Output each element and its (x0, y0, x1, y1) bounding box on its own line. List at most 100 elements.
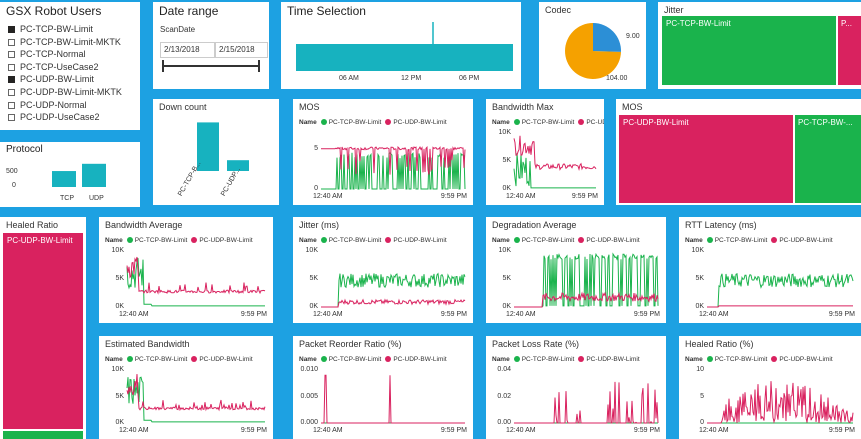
legend-name-label: Name (492, 356, 510, 363)
user-slicer-item[interactable]: PC-TCP-UseCase2 (8, 62, 99, 72)
legend-udp-dot-icon[interactable] (385, 119, 392, 125)
checkbox-icon[interactable] (8, 114, 15, 122)
user-slicer-item[interactable]: PC-UDP-Normal (8, 100, 87, 110)
estimated-bandwidth-plot[interactable] (99, 336, 273, 439)
packet-loss-plot[interactable] (486, 336, 666, 439)
end-date-input[interactable]: 2/15/2018 (215, 42, 268, 58)
user-slicer-item[interactable]: PC-UDP-BW-Limit-MKTK (8, 87, 122, 97)
legend-udp-label[interactable]: PC-UDP-BW-Limit (779, 356, 833, 363)
checkbox-icon[interactable] (8, 76, 15, 84)
legend-tcp-dot-icon[interactable] (320, 356, 327, 362)
legend-udp-label[interactable]: PC-UDP-BW-Limit (199, 237, 253, 244)
checkbox-icon[interactable] (8, 63, 15, 71)
legend-tcp-label[interactable]: PC-TCP-BW-Limit (328, 237, 382, 244)
estimated-bandwidth-ytick: 0K (115, 419, 124, 426)
date-slider-end-handle[interactable] (258, 60, 260, 72)
legend-udp-label[interactable]: PC-UDP-BW-Limit (199, 356, 253, 363)
legend-tcp-dot-icon[interactable] (320, 237, 327, 243)
legend-udp-label[interactable]: PC-UDP-BW-Limit (779, 237, 833, 244)
user-slicer-item[interactable]: PC-UDP-UseCase2 (8, 112, 100, 122)
jitter-plot[interactable] (293, 217, 473, 323)
checkbox-icon[interactable] (8, 38, 15, 46)
legend-name-label: Name (492, 119, 510, 126)
mos-plot[interactable] (293, 99, 473, 205)
bandwidth-max-plot[interactable] (486, 99, 604, 205)
legend-tcp-dot-icon[interactable] (706, 356, 713, 362)
healed-ratio-plot[interactable] (679, 336, 861, 439)
legend-udp-dot-icon[interactable] (385, 237, 392, 243)
rtt-latency-tile: RTT Latency (ms) Name PC-TCP-BW-Limit PC-UD… (679, 217, 861, 323)
legend-udp-label[interactable]: PC-UDP-BW-Limit (393, 356, 447, 363)
rtt-latency-xtick-end: 9:59 PM (828, 311, 855, 318)
mos-treemap-udp[interactable]: PC-UDP-BW-Limit (619, 115, 793, 203)
legend-udp-label[interactable]: PC-UDP-BW-Limit (586, 356, 640, 363)
protocol-chart[interactable] (0, 142, 140, 207)
healed-treemap-udp[interactable]: PC-UDP-BW-Limit (3, 233, 83, 429)
legend-tcp-label[interactable]: PC-TCP-BW-Limit (134, 237, 188, 244)
codec-pie[interactable] (539, 2, 646, 89)
time-tick-2: 12 PM (401, 75, 422, 82)
legend-tcp-label[interactable]: PC-TCP-BW-Limit (521, 119, 575, 126)
legend-name-label: Name (299, 237, 317, 244)
legend-udp-dot-icon[interactable] (578, 356, 585, 362)
packet-reorder-tile: Packet Reorder Ratio (%) Name PC-TCP-BW-Li… (293, 336, 473, 439)
bandwidth-average-plot[interactable] (99, 217, 273, 323)
date-field-label: ScanDate (160, 25, 196, 34)
jitter-treemap-tcp-label: PC-TCP-BW-Limit (666, 19, 731, 28)
jitter-treemap-udp[interactable]: P... (838, 16, 861, 85)
legend-tcp-dot-icon[interactable] (320, 119, 327, 125)
bandwidth-average-ytick: 10K (111, 247, 124, 254)
user-slicer-item[interactable]: PC-UDP-BW-Limit (8, 74, 94, 84)
legend-udp-label[interactable]: PC-UDP-BW-Limit (393, 119, 447, 126)
legend-udp-dot-icon[interactable] (191, 237, 198, 243)
legend-udp-dot-icon[interactable] (578, 119, 585, 125)
down-count-chart[interactable] (153, 99, 279, 205)
checkbox-icon[interactable] (8, 51, 15, 59)
legend-tcp-dot-icon[interactable] (126, 237, 133, 243)
legend-tcp-dot-icon[interactable] (513, 356, 520, 362)
legend-tcp-label[interactable]: PC-TCP-BW-Limit (521, 356, 575, 363)
checkbox-icon[interactable] (8, 89, 15, 96)
legend-udp-label[interactable]: PC-UDP-BW-Limit (586, 119, 604, 126)
legend-tcp-dot-icon[interactable] (513, 237, 520, 243)
bandwidth-average-xtick-start: 12:40 AM (119, 311, 149, 318)
date-slider-start-handle[interactable] (162, 60, 164, 72)
legend-udp-dot-icon[interactable] (385, 356, 392, 362)
legend-tcp-label[interactable]: PC-TCP-BW-Limit (714, 237, 768, 244)
legend-tcp-label[interactable]: PC-TCP-BW-Limit (714, 356, 768, 363)
user-slicer-item[interactable]: PC-TCP-BW-Limit (8, 24, 93, 34)
legend-udp-dot-icon[interactable] (191, 356, 198, 362)
bandwidth-average-ytick: 5K (115, 275, 124, 282)
user-slicer-item[interactable]: PC-TCP-BW-Limit-MKTK (8, 37, 121, 47)
legend-udp-label[interactable]: PC-UDP-BW-Limit (393, 237, 447, 244)
rtt-latency-plot[interactable] (679, 217, 861, 323)
healed-treemap-tcp[interactable] (3, 431, 83, 439)
jitter-treemap-tcp[interactable]: PC-TCP-BW-Limit (662, 16, 836, 85)
legend-tcp-label[interactable]: PC-TCP-BW-Limit (134, 356, 188, 363)
packet-reorder-plot[interactable] (293, 336, 473, 439)
mos-ytick: 0 (314, 185, 318, 192)
legend-udp-dot-icon[interactable] (771, 356, 778, 362)
udp-series-line (707, 381, 854, 424)
legend-tcp-dot-icon[interactable] (126, 356, 133, 362)
start-date-input[interactable]: 2/13/2018 (160, 42, 215, 58)
legend-udp-dot-icon[interactable] (771, 237, 778, 243)
degradation-average-plot[interactable] (486, 217, 666, 323)
legend-tcp-label[interactable]: PC-TCP-BW-Limit (328, 119, 382, 126)
packet-reorder-ytick: 0.005 (300, 392, 318, 400)
legend-tcp-label[interactable]: PC-TCP-BW-Limit (328, 356, 382, 363)
legend-tcp-label[interactable]: PC-TCP-BW-Limit (521, 237, 575, 244)
legend-udp-dot-icon[interactable] (578, 237, 585, 243)
mos-title: MOS (299, 102, 320, 112)
legend-udp-label[interactable]: PC-UDP-BW-Limit (586, 237, 640, 244)
legend-tcp-dot-icon[interactable] (706, 237, 713, 243)
date-slider-track[interactable] (163, 65, 259, 67)
legend-tcp-dot-icon[interactable] (513, 119, 520, 125)
bandwidth-max-xtick-start: 12:40 AM (506, 193, 536, 200)
time-selection-chart[interactable] (281, 2, 521, 89)
mos-treemap-tcp[interactable]: PC-TCP-BW-... (795, 115, 861, 203)
user-slicer-item[interactable]: PC-TCP-Normal (8, 49, 86, 59)
udp-series-line (126, 374, 266, 412)
checkbox-icon[interactable] (8, 26, 15, 33)
checkbox-icon[interactable] (8, 101, 15, 109)
